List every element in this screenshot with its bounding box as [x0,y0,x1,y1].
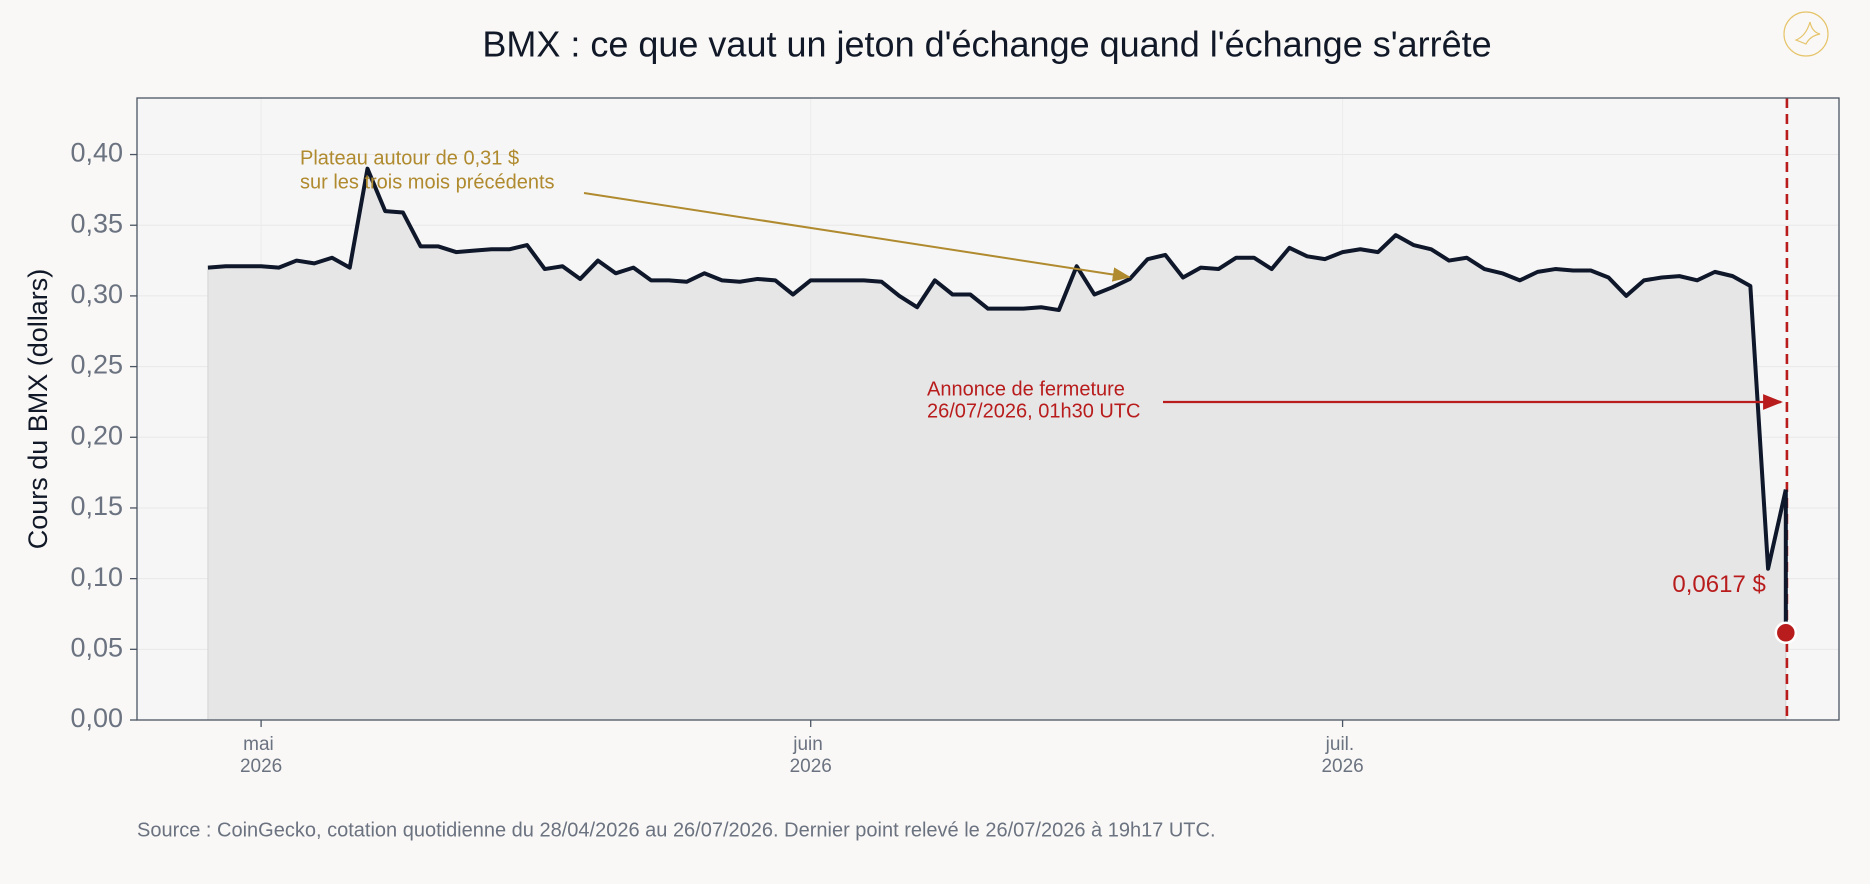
source-note: Source : CoinGecko, cotation quotidienne… [137,819,1216,841]
plot-frame [136,97,1840,721]
y-axis-label: Cours du BMX (dollars) [23,269,53,550]
plateau-annotation: sur les trois mois précédents [300,171,555,193]
x-tick-label: juil. 2026 [1321,734,1363,777]
y-tick-label: 0,10 [70,562,123,592]
x-tick-label: juin 2026 [790,734,832,777]
y-tick-label: 0,40 [70,138,123,168]
y-tick-label: 0,35 [70,208,123,238]
y-tick-label: 0,00 [70,703,123,733]
logo [1783,11,1829,57]
plateau-arrow [583,192,1131,282]
last-point-label: 0,0617 $ [1672,571,1765,598]
closure-annotation: 26/07/2026, 01h30 UTC [927,400,1141,422]
chart-title: BMX : ce que vaut un jeton d'échange qua… [482,24,1491,65]
plateau-annotation: Plateau autour de 0,31 $ [300,147,519,169]
y-tick-label: 0,25 [70,350,123,380]
last-point [1774,621,1798,645]
plot-layer: 0,00 0,05 0,10 0,15 0,20 0,25 0,30 0,35 0,40 mai … [70,98,1839,777]
price-line [207,166,1788,571]
y-tick-label: 0,20 [70,420,123,450]
y-tick-label: 0,30 [70,279,123,309]
y-tick-label: 0,05 [70,632,123,662]
y-tick-label: 0,15 [70,491,123,521]
x-tick-label: mai 2026 [240,734,282,777]
closure-annotation: Annonce de fermeture [927,378,1125,400]
